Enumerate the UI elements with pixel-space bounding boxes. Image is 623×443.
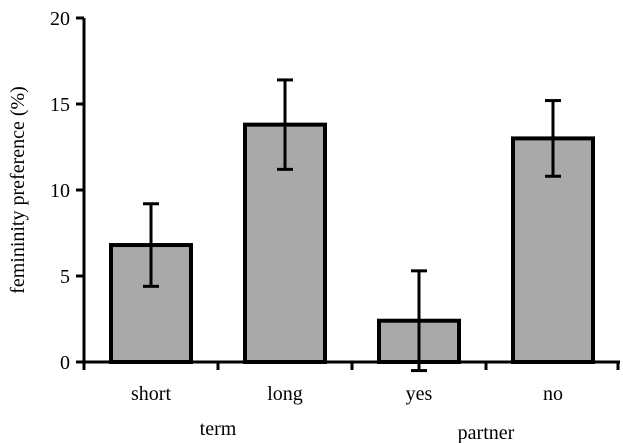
- category-label-yes: yes: [406, 383, 433, 405]
- y-tick-label-5: 5: [60, 266, 70, 288]
- y-tick-label-20: 20: [50, 8, 70, 30]
- y-axis-label: femininity preference (%): [7, 86, 29, 294]
- y-tick-label-10: 10: [50, 180, 70, 202]
- group-label-term: term: [200, 418, 237, 440]
- error-bar-no: [545, 99, 561, 178]
- labels: short long yes no 0 5 10 15 20 term partner: [50, 8, 563, 443]
- bar-no: [511, 136, 595, 364]
- category-label-short: short: [131, 383, 171, 405]
- bars: [109, 122, 595, 364]
- category-label-no: no: [543, 383, 563, 405]
- y-tick-label-15: 15: [50, 94, 70, 116]
- error-bar-yes: [411, 269, 427, 373]
- y-tick-label-0: 0: [60, 352, 70, 374]
- error-bars: [143, 78, 561, 373]
- category-label-long: long: [267, 383, 303, 405]
- axes: [76, 16, 620, 370]
- error-bar-short: [143, 202, 159, 288]
- error-bar-long: [277, 78, 293, 171]
- group-label-partner: partner: [458, 422, 515, 443]
